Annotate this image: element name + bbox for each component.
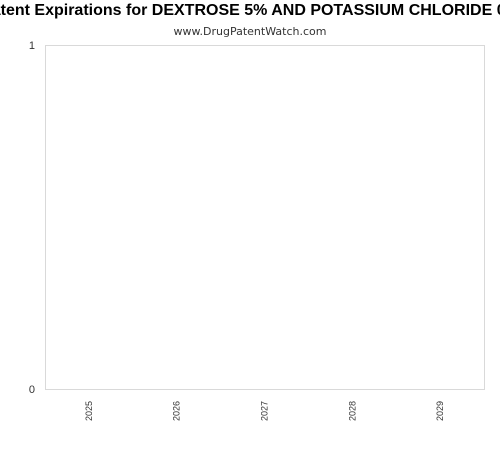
x-tick-label: 2025 (84, 401, 94, 421)
chart-title: Patent Expirations for DEXTROSE 5% AND P… (0, 2, 500, 19)
x-tick-label: 2027 (260, 401, 270, 421)
x-tick-label: 2028 (347, 401, 357, 421)
x-tick-label: 2029 (435, 401, 445, 421)
y-tick-label: 0 (29, 384, 35, 396)
y-tick-label: 1 (29, 40, 35, 52)
chart-subtitle: www.DrugPatentWatch.com (173, 25, 327, 38)
x-axis: 2025 2026 2027 2028 2029 (84, 401, 445, 421)
x-tick-label: 2026 (172, 401, 182, 421)
plot-area (45, 45, 485, 390)
y-axis: 01 (29, 40, 35, 396)
